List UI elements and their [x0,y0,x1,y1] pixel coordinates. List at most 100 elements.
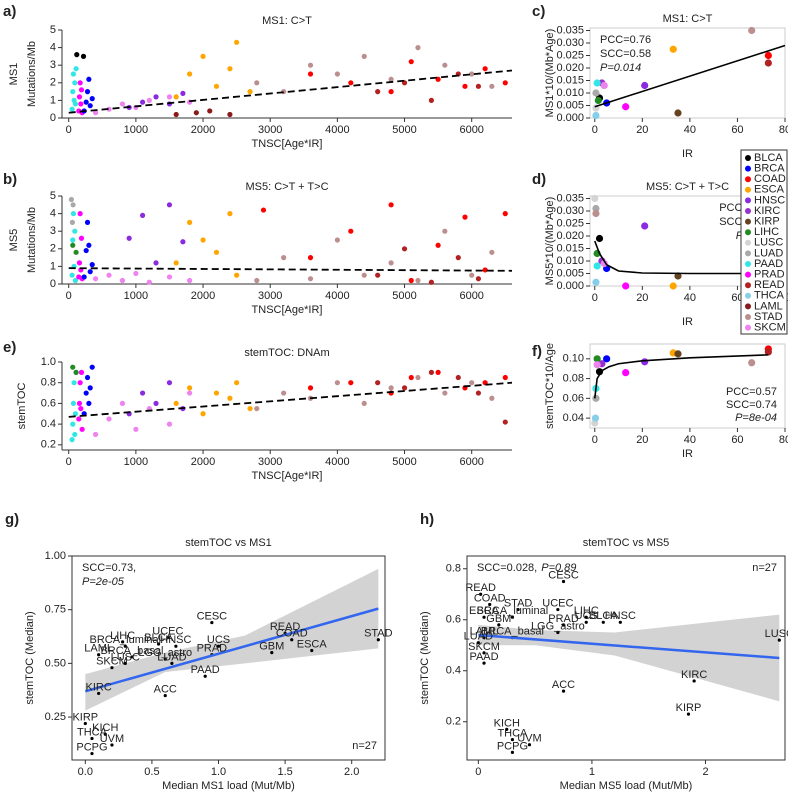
data-point [764,51,772,60]
x-tick-label: 4000 [325,290,349,302]
chart-title: MS5: C>T + T>C [245,181,328,193]
x-axis-label: TNSC[Age*IR] [252,138,323,150]
y-tick-label: 2 [50,243,56,255]
annotation: SCC=0.73, [82,562,136,574]
legend-label: LIHC [754,226,779,238]
point-label: PCPG [497,740,528,752]
data-point [334,71,340,77]
data-point [187,385,193,391]
data-point [270,651,274,655]
x-tick-label: 40 [684,292,696,304]
data-point [622,369,630,377]
annotation: P=2e-05 [82,576,125,588]
data-point [72,228,78,234]
data-point [83,99,89,105]
data-point [247,405,253,412]
data-point [415,374,421,381]
data-point [70,202,76,208]
legend-swatch [745,239,751,246]
data-point [591,414,600,422]
data-point [334,380,340,386]
data-point [361,53,367,60]
data-point [375,380,381,386]
data-point [213,249,220,255]
y-axis-label: stemTOC (Median) [24,611,36,704]
data-point [388,260,394,266]
x-tick-label: 6000 [459,456,483,468]
x-tick-label: 1000 [124,456,148,468]
y-tick-label: 1.00 [45,550,66,562]
x-tick-label: 3000 [258,456,282,468]
data-point [428,279,435,285]
data-point [174,644,178,648]
y-tick-label: 5 [50,24,56,36]
data-point [79,426,85,432]
y-tick-label: 0.4 [41,418,56,430]
x-tick-label: 0 [475,766,481,778]
y-tick-label: 0.000 [556,112,584,124]
data-point [86,242,92,248]
data-point [87,385,93,391]
x-tick-label: 20 [636,434,648,446]
x-tick-label: 80 [779,434,788,446]
data-point [68,196,75,203]
point-label: BRCA_basal [481,626,544,638]
data-point [166,274,173,280]
x-tick-label: 0 [592,434,598,446]
data-point [170,661,174,665]
trend-line [594,240,785,275]
data-point [475,276,482,282]
x-tick-label: 20 [636,124,648,136]
annotation: SCC=0.74 [726,399,777,411]
data-point [361,272,367,278]
point-label: STAD [364,628,393,640]
data-point [348,80,354,86]
data-point [70,71,77,77]
data-point [469,380,475,386]
point-label: KIRC [681,669,707,681]
data-point [173,400,179,407]
data-point [408,374,414,381]
data-point [764,59,772,67]
data-point [482,651,486,655]
data-point [476,641,480,645]
data-point [200,53,206,60]
data-point [375,89,381,95]
trend-line [84,607,379,693]
data-point [510,738,515,742]
data-point [595,234,604,243]
legend-label: SKCM [754,322,786,334]
point-label: ESCA [297,638,328,650]
data-point [106,106,112,112]
x-tick-label: 1.5 [277,766,292,778]
point-label: KICH [92,722,118,734]
y-axis-label: stemTOC (Median) [419,611,431,704]
data-point [76,400,83,407]
data-point [748,359,756,367]
data-point [69,437,75,443]
data-point [78,101,84,107]
point-label: THCA [77,726,108,738]
data-point [180,239,186,245]
data-point [556,607,560,612]
data-point [173,260,179,266]
data-point [73,369,79,375]
data-point [173,111,179,118]
point-label: KIRP [676,702,702,714]
x-tick-label: 0 [66,290,72,302]
data-point [166,636,170,640]
point-label: HNSC [605,610,636,622]
data-point [166,380,173,386]
data-point [674,272,682,280]
legend-swatch [745,292,751,299]
data-point [200,411,206,417]
data-point [126,235,132,241]
legend-label: BLCA [754,152,783,164]
point-label: KIRP [72,711,98,723]
trend-line [594,44,786,108]
point-label: UVM [517,733,541,745]
x-tick-label: 2000 [191,124,215,136]
data-point [307,71,314,77]
data-point [92,276,99,282]
trend-line [68,381,513,418]
